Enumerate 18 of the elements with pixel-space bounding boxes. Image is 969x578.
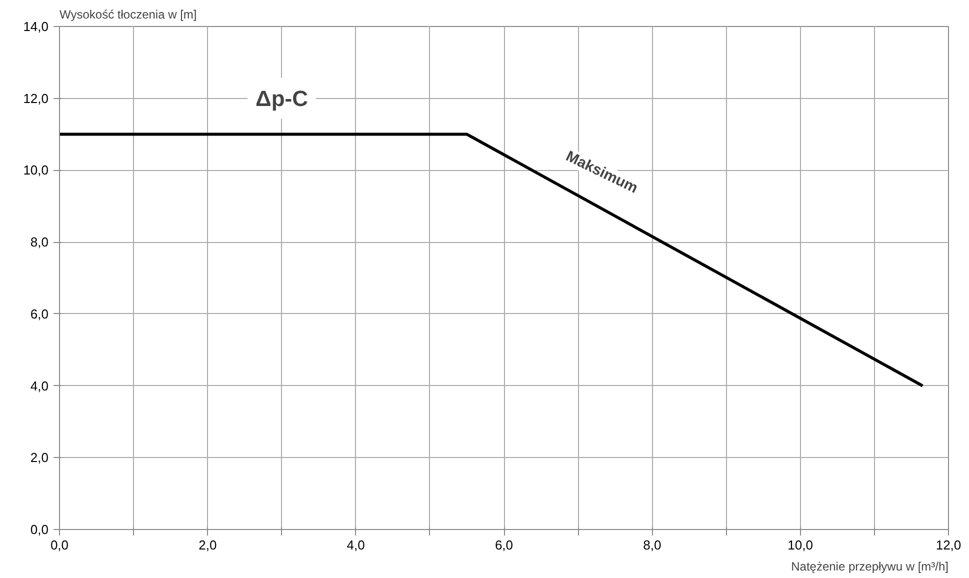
y-tick-label: 0,0 (30, 522, 49, 537)
x-tick-label: 4,0 (346, 538, 365, 552)
y-tick-label: 8,0 (30, 234, 49, 250)
x-tick-label: 8,0 (643, 538, 662, 552)
y-tick-label: 14,0 (23, 19, 49, 34)
y-axis-title: Wysokość tłoczenia w [m] (60, 8, 197, 22)
x-axis-title: Natężenie przepływu w [m³/h] (791, 560, 949, 574)
y-tick-label: 6,0 (30, 306, 49, 322)
x-tick-label: 6,0 (494, 538, 514, 552)
y-tick-label: 2,0 (30, 450, 49, 466)
x-tick-label: 10,0 (788, 538, 813, 552)
x-tick-label: 2,0 (198, 538, 217, 552)
annotation: Δp-C (256, 86, 308, 111)
y-tick-label: 4,0 (30, 378, 49, 394)
y-tick-label: 12,0 (23, 90, 49, 106)
x-tick-label: 12,0 (936, 538, 962, 552)
x-tick-label: 0,0 (50, 538, 69, 552)
y-tick-label: 10,0 (23, 162, 49, 178)
